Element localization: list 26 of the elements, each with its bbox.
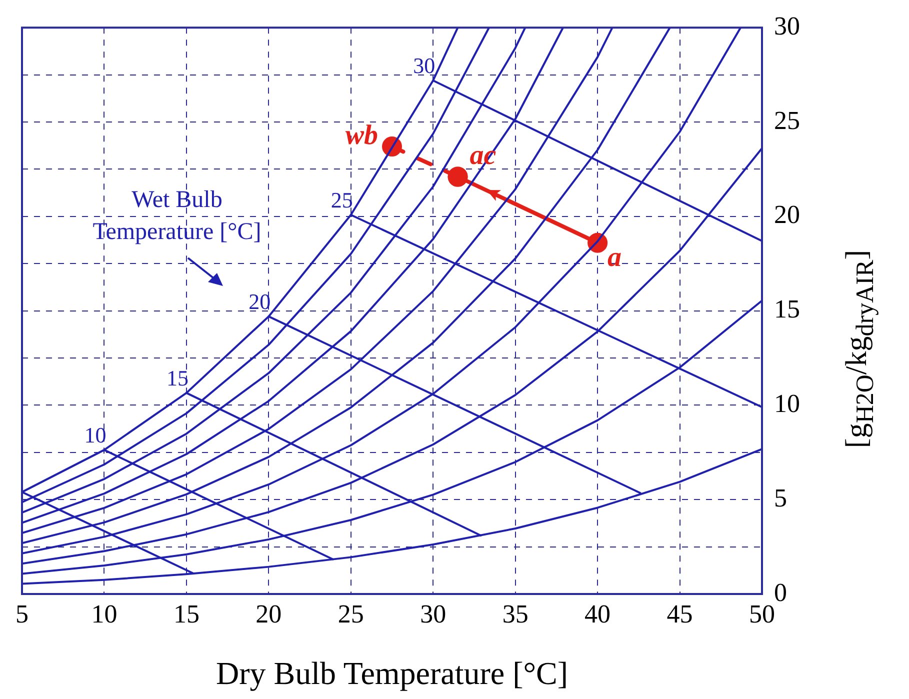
- y-tick-label: 5: [774, 483, 787, 512]
- x-tick-label: 5: [16, 599, 28, 628]
- x-tick-label: 20: [256, 599, 282, 628]
- annotation: a: [608, 242, 622, 274]
- x-tick-label: 15: [173, 599, 200, 628]
- series-label: 10: [84, 422, 106, 448]
- y-tick-label: 15: [774, 294, 800, 324]
- annotation: wb: [345, 120, 378, 151]
- x-tick-label: 10: [91, 599, 118, 628]
- annotation: Wet Bulb Temperature [°C]: [92, 186, 262, 247]
- x-tick-label: 50: [749, 599, 775, 628]
- x-tick-label: 45: [666, 599, 693, 628]
- series-label: 30: [413, 53, 436, 78]
- x-tick-label: 40: [584, 599, 611, 628]
- x-tick-label: 25: [338, 599, 364, 628]
- y-tick-label: 30: [774, 11, 800, 40]
- y-tick-label: 10: [774, 389, 800, 418]
- x-tick-label: 30: [420, 599, 446, 628]
- x-tick-label: 35: [502, 599, 528, 628]
- series-label: 25: [330, 188, 353, 213]
- series-label: 20: [248, 289, 271, 314]
- y-tick-label: 0: [774, 578, 787, 607]
- y-tick-label: 25: [774, 106, 800, 135]
- y-tick-label: 20: [774, 200, 800, 230]
- x-axis-title: Dry Bulb Temperature [°C]: [216, 655, 568, 692]
- series-label: 15: [166, 366, 188, 391]
